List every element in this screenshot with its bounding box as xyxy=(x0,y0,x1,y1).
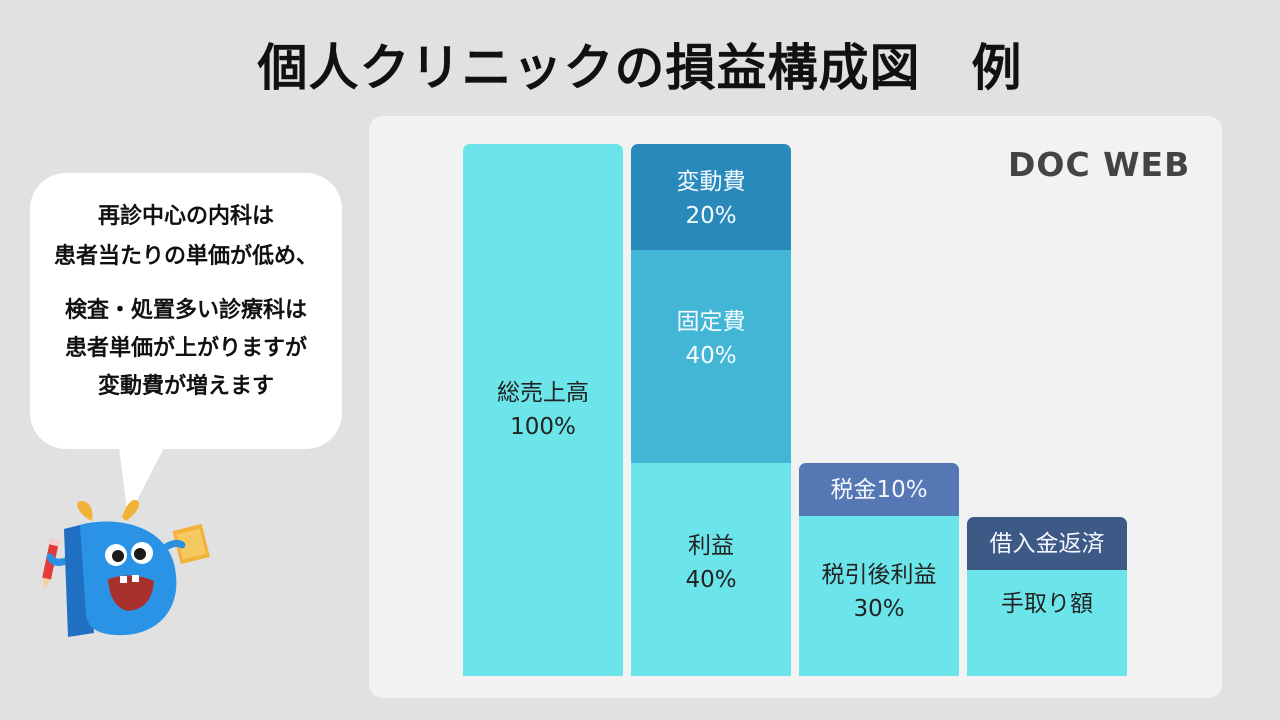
brand-logo: DOC WEB xyxy=(1008,145,1191,184)
fixed-cost-block: 固定費 40% xyxy=(631,250,791,463)
page-title: 個人クリニックの損益構成図 例 xyxy=(257,39,1023,97)
tax-block: 税金10% xyxy=(799,463,959,516)
sales-column: 総売上高 100% xyxy=(463,144,623,676)
mascot-illustration xyxy=(42,499,210,637)
variable-cost-block: 変動費 20% xyxy=(631,144,791,250)
bubble-line-5: 変動費が増えます xyxy=(97,374,274,399)
profit-block: 利益 40% xyxy=(631,463,791,676)
takehome-block: 手取り額 xyxy=(967,570,1127,676)
variable-cost-label: 変動費 xyxy=(676,169,746,195)
fixed-cost-label: 固定費 xyxy=(676,309,746,335)
tax-column: 税金10% 税引後利益 30% xyxy=(799,463,959,676)
takehome-column: 借入金返済 手取り額 xyxy=(967,517,1127,676)
takehome-label: 手取り額 xyxy=(1001,591,1093,617)
after-tax-profit-pct: 30% xyxy=(853,596,905,622)
after-tax-profit-label: 税引後利益 xyxy=(821,562,937,588)
cost-column: 変動費 20% 固定費 40% 利益 40% xyxy=(631,144,791,676)
bubble-line-4: 患者単価が上がりますが xyxy=(64,336,307,361)
fixed-cost-pct: 40% xyxy=(685,343,737,369)
sales-pct: 100% xyxy=(510,414,576,440)
loan-repayment-label: 借入金返済 xyxy=(989,530,1105,557)
sales-block: 総売上高 100% xyxy=(463,144,623,676)
tax-label: 税金10% xyxy=(830,476,928,503)
loan-repayment-block: 借入金返済 xyxy=(967,517,1127,570)
bubble-line-3: 検査・処置多い診療科は xyxy=(64,298,307,323)
speech-bubble-tail xyxy=(118,440,168,518)
speech-bubble xyxy=(30,173,342,449)
bubble-line-2: 患者当たりの単価が低め、 xyxy=(53,244,318,269)
profit-pct: 40% xyxy=(685,566,737,593)
bubble-line-1: 再診中心の内科は xyxy=(97,204,274,229)
variable-cost-pct: 20% xyxy=(685,203,737,229)
profit-label: 利益 xyxy=(688,532,734,559)
after-tax-profit-block: 税引後利益 30% xyxy=(799,516,959,676)
sales-label: 総売上高 xyxy=(497,380,589,406)
